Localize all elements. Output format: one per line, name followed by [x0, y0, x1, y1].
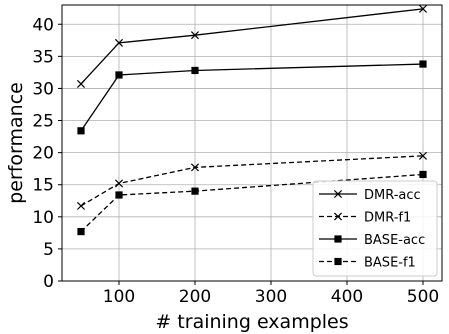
x-axis-label: # training examples	[155, 311, 348, 333]
legend-item: BASE-acc	[319, 233, 425, 248]
y-tick-label: 0	[43, 272, 54, 292]
y-tick-label: 30	[32, 79, 54, 99]
legend-label: BASE-acc	[364, 233, 425, 248]
ticks: 100 200 300 400 500 0 5 10 15 20 25 30 35 40	[32, 15, 439, 307]
series-line	[80, 155, 424, 207]
data-point	[419, 60, 427, 68]
series-line	[80, 63, 424, 132]
data-point	[418, 4, 428, 13]
series-layer	[76, 4, 428, 236]
data-point	[76, 79, 86, 88]
y-tick-label: 20	[32, 144, 54, 164]
data-point	[190, 163, 200, 172]
data-point	[76, 201, 86, 210]
y-tick-label: 35	[32, 47, 54, 67]
legend-marker	[333, 189, 343, 199]
legend-marker	[334, 235, 342, 243]
data-point	[190, 31, 200, 40]
y-tick-label: 25	[32, 112, 54, 132]
legend-item: BASE-f1	[319, 256, 416, 271]
y-tick-label: 15	[32, 176, 54, 196]
data-point	[114, 179, 124, 188]
legend-marker	[334, 257, 342, 266]
legend-label: DMR-f1	[364, 211, 411, 226]
legend: DMR-acc DMR-f1 BASE-acc BASE-f1	[312, 180, 438, 277]
legend-label: DMR-acc	[364, 188, 421, 203]
y-axis-label: performance	[5, 82, 27, 204]
data-point	[77, 227, 85, 236]
data-point	[191, 187, 199, 195]
data-point	[418, 151, 428, 160]
series-BASE-f1	[77, 170, 427, 236]
x-tick-label: 400	[331, 287, 363, 307]
series-BASE-acc	[77, 60, 427, 135]
series-line	[80, 173, 424, 233]
data-point	[419, 170, 427, 179]
y-tick-label: 40	[32, 15, 54, 35]
x-tick-label: 200	[179, 287, 211, 307]
legend-item: DMR-f1	[319, 211, 411, 226]
series-line	[80, 8, 424, 85]
legend-marker	[333, 212, 343, 221]
x-tick-label: 500	[407, 287, 439, 307]
plot-frame	[61, 4, 443, 282]
y-tick-label: 5	[43, 240, 54, 260]
legend-box	[312, 180, 438, 277]
data-point	[114, 38, 124, 47]
series-DMR-acc	[76, 4, 428, 88]
x-tick-label: 300	[255, 287, 287, 307]
x-tick-label: 100	[103, 287, 135, 307]
legend-label: BASE-f1	[364, 256, 416, 271]
data-point	[115, 71, 123, 79]
data-point	[115, 191, 123, 199]
data-point	[191, 66, 199, 75]
data-point	[77, 127, 85, 135]
y-tick-label: 10	[32, 208, 54, 228]
legend-item: DMR-acc	[319, 188, 421, 203]
series-DMR-f1	[76, 151, 428, 210]
